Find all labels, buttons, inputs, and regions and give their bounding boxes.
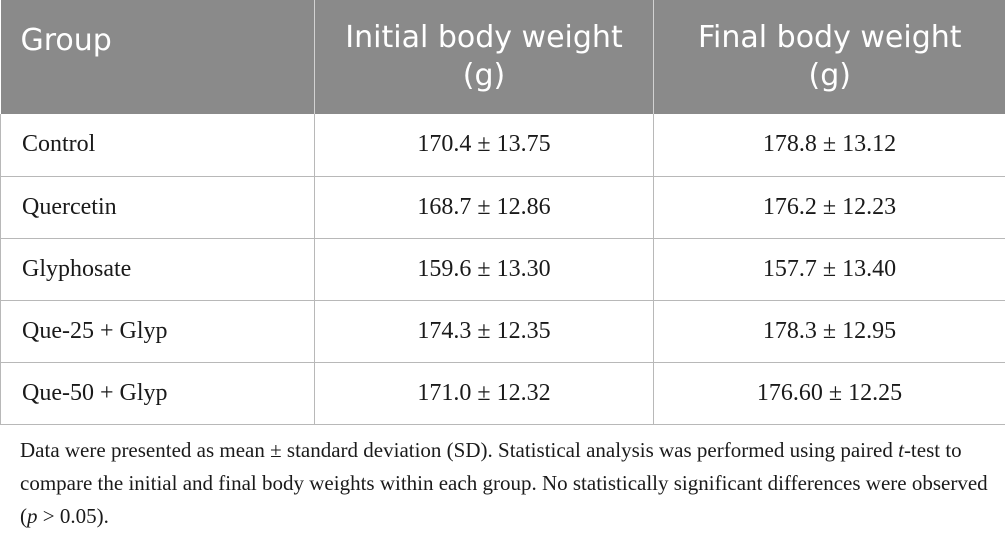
table-row: Que-25 + Glyp 174.3 ± 12.35 178.3 ± 12.9… xyxy=(0,300,1005,363)
cell-initial-weight: 171.0 ± 12.32 xyxy=(314,362,654,425)
table-row: Que-50 + Glyp 171.0 ± 12.32 176.60 ± 12.… xyxy=(0,362,1005,425)
header-group: Group xyxy=(0,0,315,114)
cell-initial-weight: 174.3 ± 12.35 xyxy=(314,300,654,363)
cell-group: Glyphosate xyxy=(0,238,315,301)
table-row: Glyphosate 159.6 ± 13.30 157.7 ± 13.40 xyxy=(0,238,1005,301)
cell-final-weight: 178.3 ± 12.95 xyxy=(653,300,1005,363)
header-row: Group Initial body weight (g) Final body… xyxy=(0,0,1005,114)
table-header: Group Initial body weight (g) Final body… xyxy=(0,0,1005,114)
cell-group: Control xyxy=(0,114,315,177)
cell-initial-weight: 170.4 ± 13.75 xyxy=(314,114,654,177)
cell-group: Que-25 + Glyp xyxy=(0,300,315,363)
cell-initial-weight: 168.7 ± 12.86 xyxy=(314,176,654,239)
body-weight-table: Group Initial body weight (g) Final body… xyxy=(0,0,1005,425)
cell-group: Quercetin xyxy=(0,176,315,239)
cell-final-weight: 176.60 ± 12.25 xyxy=(653,362,1005,425)
cell-final-weight: 176.2 ± 12.23 xyxy=(653,176,1005,239)
cell-final-weight: 157.7 ± 13.40 xyxy=(653,238,1005,301)
table-row: Control 170.4 ± 13.75 178.8 ± 13.12 xyxy=(0,114,1005,177)
cell-group: Que-50 + Glyp xyxy=(0,362,315,425)
header-initial-weight: Initial body weight (g) xyxy=(314,0,654,114)
header-final-weight: Final body weight (g) xyxy=(653,0,1005,114)
footnote-t-italic: t xyxy=(898,438,904,462)
table-row: Quercetin 168.7 ± 12.86 176.2 ± 12.23 xyxy=(0,176,1005,239)
footnote-text-1: Data were presented as mean ± standard d… xyxy=(20,438,899,462)
footnote-p-italic: p xyxy=(27,504,38,528)
table-body: Control 170.4 ± 13.75 178.8 ± 13.12 Quer… xyxy=(0,114,1005,425)
footnote-text-2: -test to compare the initial and final b… xyxy=(20,438,988,528)
cell-initial-weight: 159.6 ± 13.30 xyxy=(314,238,654,301)
cell-final-weight: 178.8 ± 13.12 xyxy=(653,114,1005,177)
table-footnote: Data were presented as mean ± standard d… xyxy=(20,434,995,533)
footnote-text-3: > 0.05). xyxy=(37,504,109,528)
